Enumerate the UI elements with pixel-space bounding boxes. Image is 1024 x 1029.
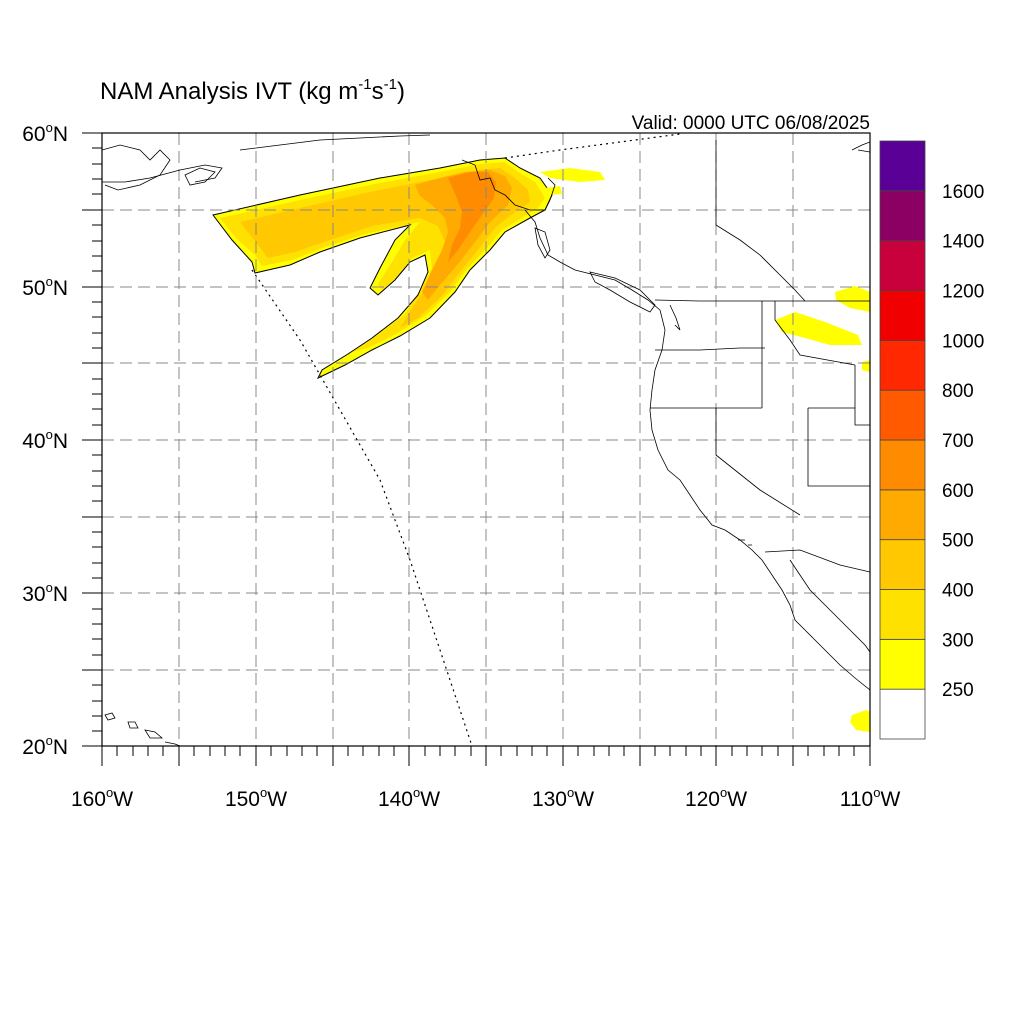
valid-time: Valid: 0000 UTC 06/08/2025 — [632, 113, 870, 134]
axis-ticks — [82, 132, 871, 766]
lat-label-60: 60oN — [22, 120, 68, 146]
ivt-patch-bc — [540, 168, 605, 182]
lon-label-110: 110oW — [840, 785, 901, 811]
us-west-coast — [649, 309, 870, 691]
colorbar-swatch — [879, 539, 926, 590]
ivt-patch-right — [862, 360, 870, 372]
colorbar-label: 1600 — [942, 182, 984, 203]
colorbar-swatch — [879, 389, 926, 441]
colorbar-label: 700 — [942, 431, 974, 452]
colorbar-swatch — [879, 240, 926, 291]
lat-label-40: 40oN — [22, 427, 68, 453]
gulf-alaska-coast — [239, 134, 431, 151]
bc-alberta-border — [715, 140, 806, 302]
ne-corner-coast — [851, 141, 870, 153]
ca-nv-border — [715, 408, 801, 516]
colorbar-label: 600 — [942, 481, 974, 502]
hawaii-2 — [127, 721, 139, 729]
lat-lon-grid — [102, 133, 870, 746]
colorbar-label: 800 — [942, 381, 974, 402]
haida-gwaii — [534, 227, 551, 259]
ivt-colorbar: 250 300 400 500 600 700 800 1000 1200 1400 1600 — [879, 140, 984, 740]
colorbar-swatch — [879, 290, 926, 341]
channel-islands — [738, 539, 752, 546]
lon-label-150: 150oW — [225, 785, 287, 811]
ivt-plume-outline — [212, 157, 553, 380]
colorbar-label: 300 — [942, 630, 974, 651]
vancouver-island — [589, 271, 656, 313]
colorbar-swatch — [879, 688, 926, 740]
idaho-montana-border — [774, 301, 856, 366]
colorbar-swatch — [879, 489, 926, 541]
utah-border — [808, 407, 870, 426]
longitude-labels: 160oW 150oW 140oW 130oW 120oW 110oW — [71, 785, 901, 811]
lon-label-120: 120oW — [685, 785, 747, 811]
colorbar-label: 1000 — [942, 331, 984, 352]
wa-or-border — [655, 347, 765, 351]
lat-label-20: 20oN — [22, 733, 68, 759]
colorbar-label: 1400 — [942, 232, 984, 253]
lat-label-30: 30oN — [22, 580, 68, 606]
colorbar-swatch — [879, 638, 926, 690]
southeast-alaska — [461, 159, 556, 211]
ivt-contour-600 — [448, 172, 496, 262]
ivt-patch-idaho — [775, 312, 862, 345]
hawaii-4 — [164, 741, 181, 746]
bc-coast — [524, 209, 661, 311]
colorbar-label: 500 — [942, 531, 974, 552]
colorbar-swatch — [879, 339, 926, 391]
lon-label-140: 140oW — [378, 785, 440, 811]
hawaii-3 — [144, 729, 164, 739]
map-title: NAM Analysis IVT (kg m-1s-1) — [100, 76, 405, 105]
nam-domain-boundary — [251, 133, 681, 746]
lon-label-160: 160oW — [71, 785, 133, 811]
latitude-labels: 60oN 50oN 40oN 30oN 20oN — [22, 120, 68, 759]
puget-sound — [669, 304, 681, 331]
colorbar-swatch — [879, 589, 926, 640]
colorbar-swatch — [879, 140, 926, 192]
coastlines — [102, 134, 870, 746]
lon-label-130: 130oW — [532, 785, 594, 811]
lat-label-50: 50oN — [22, 274, 68, 300]
hawaii-1 — [104, 712, 116, 721]
alaska-coast — [102, 144, 171, 191]
us-mexico-border — [764, 549, 870, 573]
nv-az-border — [807, 408, 870, 487]
colorbar-label: 400 — [942, 581, 974, 602]
ivt-patch-idaho-2 — [835, 286, 870, 312]
colorbar-swatch — [879, 439, 926, 491]
ivt-patch-mexico — [850, 710, 870, 732]
kodiak-island — [184, 167, 216, 186]
map-panel: 60oN 50oN 40oN 30oN 20oN 160oW 150oW 140… — [22, 120, 900, 811]
baja-east-coast — [789, 559, 870, 653]
political-boundaries — [650, 140, 870, 573]
colorbar-swatch — [879, 190, 926, 242]
colorbar-label: 1200 — [942, 282, 984, 303]
alaska-peninsula — [102, 164, 223, 183]
colorbar-label: 250 — [942, 680, 974, 701]
us-canada-border — [654, 299, 870, 302]
